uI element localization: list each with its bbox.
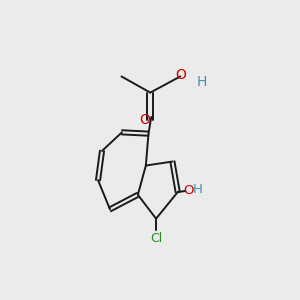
Text: H: H xyxy=(196,75,207,89)
Text: O: O xyxy=(139,113,150,127)
Text: H: H xyxy=(193,183,202,196)
Text: Cl: Cl xyxy=(150,232,162,244)
Text: O: O xyxy=(184,184,194,196)
Text: O: O xyxy=(175,68,186,82)
